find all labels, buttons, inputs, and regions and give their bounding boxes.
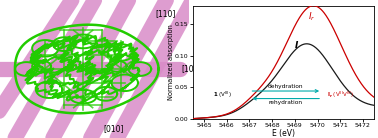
Text: [110]: [110] [155,9,175,18]
Text: dehydration: dehydration [268,84,304,89]
Text: I: I [295,41,298,50]
Text: rehydration: rehydration [269,100,303,105]
Text: $I_r$: $I_r$ [308,10,316,23]
X-axis label: E (eV): E (eV) [272,129,295,138]
Text: $\mathbf{I_r}$ (V$^{III}$V$^{IV}$): $\mathbf{I_r}$ (V$^{III}$V$^{IV}$) [327,90,353,100]
Text: $\mathbf{1}$ (V$^{III}$): $\mathbf{1}$ (V$^{III}$) [212,90,231,100]
Text: [010]: [010] [103,124,124,133]
Y-axis label: Normalized absorption: Normalized absorption [167,24,174,100]
Text: [100]: [100] [181,64,202,74]
